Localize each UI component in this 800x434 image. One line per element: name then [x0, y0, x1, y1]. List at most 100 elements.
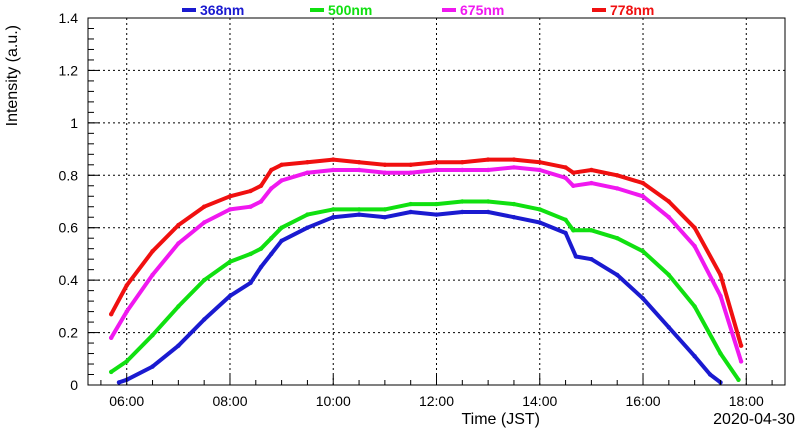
data-point [116, 380, 122, 385]
data-point [434, 160, 439, 165]
data-point [109, 312, 114, 317]
series-line [117, 210, 723, 385]
data-point [640, 249, 646, 254]
y-tick-label: 0.2 [59, 325, 79, 341]
data-point [589, 257, 594, 262]
data-point [227, 194, 233, 199]
series-line [109, 165, 744, 364]
data-point [640, 296, 646, 301]
data-point [511, 201, 517, 207]
legend: 368nm 500nm 675nm 778nm [182, 2, 654, 18]
data-point [571, 170, 576, 175]
data-point [692, 354, 697, 359]
data-point [537, 167, 542, 173]
data-point [331, 167, 336, 173]
series-line [109, 199, 741, 382]
legend-entry-778nm: 778nm [592, 2, 654, 18]
data-point [382, 215, 388, 220]
data-point [666, 325, 671, 330]
data-point [202, 204, 207, 209]
y-tick-label: 0.4 [59, 272, 79, 288]
data-point [666, 199, 671, 204]
data-point [563, 230, 568, 236]
data-point [511, 157, 517, 162]
data-point [666, 215, 671, 220]
data-point [258, 264, 264, 270]
data-point [202, 220, 207, 225]
y-tick-label: 1.4 [59, 10, 79, 26]
x-tick-label: 18:00 [729, 393, 764, 409]
data-point [150, 249, 155, 254]
data-point [150, 272, 155, 278]
series-368nm [116, 209, 723, 385]
data-point [563, 175, 568, 181]
x-tick-label: 10:00 [316, 393, 351, 409]
data-point [707, 372, 713, 377]
series-layer [109, 157, 744, 385]
data-point [460, 199, 465, 204]
data-point [640, 194, 646, 199]
data-point [176, 241, 181, 246]
data-point [356, 207, 362, 212]
x-axis-label: Time (JST) [461, 411, 540, 428]
data-point [124, 283, 129, 288]
data-point [718, 293, 723, 299]
x-tick-label: 08:00 [212, 393, 247, 409]
data-point [356, 160, 362, 165]
data-point [589, 228, 594, 233]
y-tick-label: 1.2 [59, 62, 79, 78]
x-tick-label: 16:00 [625, 393, 660, 409]
data-point [408, 162, 413, 167]
data-point [109, 335, 114, 340]
data-point [571, 183, 576, 188]
data-point [248, 204, 253, 209]
data-point [571, 228, 576, 233]
data-point [305, 160, 310, 165]
data-point [305, 212, 310, 217]
data-point [434, 201, 439, 207]
data-point [537, 160, 542, 165]
data-point [738, 359, 744, 364]
data-point [176, 343, 181, 348]
y-axis-label: Intensity (a.u.) [4, 25, 21, 126]
data-point [269, 251, 274, 257]
legend-label: 368nm [200, 2, 244, 18]
data-point [408, 170, 413, 175]
data-point [563, 217, 568, 222]
data-point [269, 236, 274, 241]
data-point [176, 222, 181, 228]
data-point [258, 199, 264, 204]
data-point [666, 272, 671, 278]
data-point [258, 246, 264, 251]
data-point [227, 207, 233, 212]
y-tick-label: 0.6 [59, 220, 79, 236]
legend-entry-500nm: 500nm [310, 2, 372, 18]
data-point [511, 165, 517, 170]
data-point [589, 180, 594, 186]
data-point [563, 165, 568, 170]
data-point [248, 188, 253, 194]
data-point [331, 215, 336, 220]
data-point [124, 359, 129, 364]
data-point [460, 160, 465, 165]
data-point [279, 162, 284, 167]
data-point [537, 220, 542, 225]
data-point [718, 351, 723, 356]
data-point [227, 293, 233, 299]
data-point [511, 215, 517, 220]
y-tick-label: 1 [70, 115, 78, 131]
date-label: 2020-04-30 [713, 411, 795, 428]
data-point [692, 225, 697, 230]
x-tick-label: 14:00 [522, 393, 557, 409]
series-500nm [109, 199, 741, 382]
data-point [279, 225, 284, 230]
data-point [485, 199, 491, 204]
data-point [248, 280, 253, 285]
data-point [615, 272, 620, 278]
data-point [331, 157, 336, 162]
data-point [248, 251, 253, 257]
data-point [736, 377, 741, 382]
y-tick-label: 0 [70, 377, 78, 393]
data-point [279, 238, 284, 243]
data-point [202, 277, 207, 283]
